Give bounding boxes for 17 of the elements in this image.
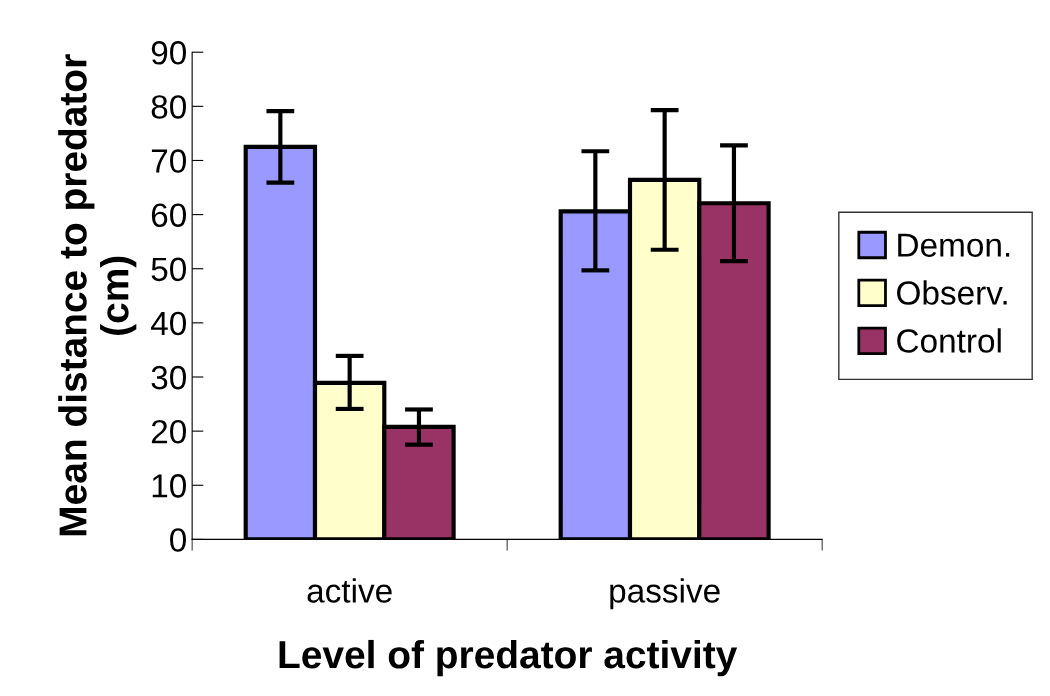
y-tick-label: 60 [151,203,186,228]
y-tick-label: 20 [151,419,186,444]
y-tick-label: 10 [152,474,186,498]
legend-label: Demon. [898,233,1010,257]
y-tick-label: 30 [151,365,186,390]
x-tick-label: active [307,578,392,603]
legend-label: Control [897,328,1001,353]
legend-label: Observ. [897,280,1007,305]
y-tick-label: 0 [170,528,186,552]
y-axis-title: Mean distance to predator (cm) [58,54,137,536]
y-tick-label: 80 [151,95,186,119]
y-tick-label: 70 [151,149,186,173]
x-tick-label: passive [610,578,720,610]
y-tick-label: 50 [151,257,186,282]
x-axis-title: Level of predator activity [279,639,738,677]
y-tick-label: 90 [151,41,186,65]
y-tick-label: 40 [150,311,186,336]
